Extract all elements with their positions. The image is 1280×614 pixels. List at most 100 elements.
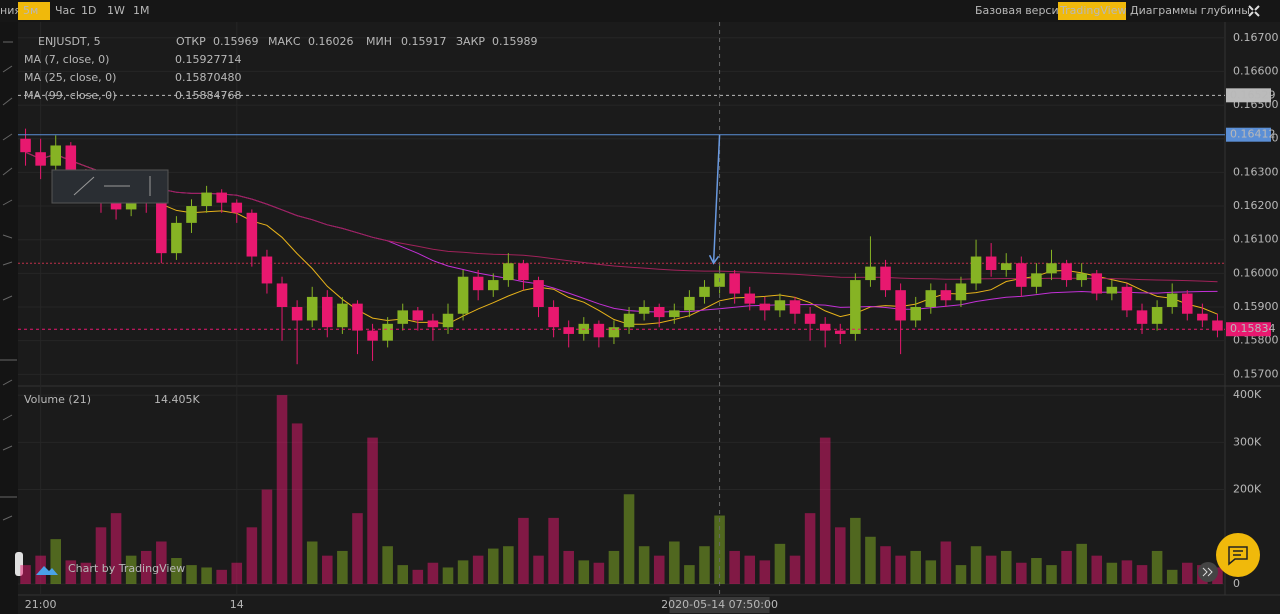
candle-body xyxy=(910,307,921,321)
candle-body xyxy=(427,320,439,328)
volume-bar xyxy=(834,527,846,584)
volume-bar xyxy=(367,437,378,584)
candle-body xyxy=(1182,293,1193,314)
candle-body xyxy=(1151,307,1163,324)
ma-name: MA (25, close, 0) xyxy=(24,71,116,84)
volume-bar xyxy=(789,555,801,584)
volume-value: 14.405K xyxy=(154,393,200,406)
candle-body xyxy=(1046,263,1057,274)
candle-body xyxy=(65,145,77,180)
volume-bar xyxy=(985,555,997,584)
candle-body xyxy=(623,313,635,328)
volume-bar xyxy=(95,527,107,584)
volume-bar xyxy=(955,565,967,584)
volume-bar xyxy=(156,541,167,584)
volume-bar xyxy=(171,558,182,584)
candle-body xyxy=(246,212,258,257)
volume-bar xyxy=(1166,569,1178,584)
ohlc-value: 0.15989 xyxy=(492,35,538,48)
interval-active xyxy=(18,2,50,20)
volume-bar xyxy=(1212,567,1223,584)
volume-bar xyxy=(65,560,77,584)
volume-bar xyxy=(216,569,227,584)
y-tick-label: 0.16600 xyxy=(1233,64,1279,77)
candle-body xyxy=(970,256,982,284)
candle-body xyxy=(412,310,424,321)
volume-bar xyxy=(306,541,318,584)
volume-bar xyxy=(623,494,635,584)
x-tick-label: 21:00 xyxy=(25,598,57,611)
ma-name: MA (7, close, 0) xyxy=(24,53,109,66)
candle-body xyxy=(653,307,665,318)
volume-bar xyxy=(744,555,756,584)
interval-button[interactable]: 5м xyxy=(23,4,38,17)
interval-button[interactable]: Час xyxy=(55,4,75,17)
price-tag xyxy=(1226,127,1271,142)
candle-body xyxy=(804,313,816,324)
candle-body xyxy=(940,290,952,301)
interval-button[interactable]: 1D xyxy=(81,4,96,17)
view-button[interactable]: Базовая версия xyxy=(975,4,1065,17)
ohlc-label: МАКС xyxy=(268,35,301,48)
volume-bar xyxy=(1016,562,1027,584)
candle-body xyxy=(216,192,227,203)
fullscreen-icon[interactable] xyxy=(1248,5,1260,17)
candle-body xyxy=(1016,263,1027,287)
candle-body xyxy=(744,293,756,304)
volume-bar xyxy=(80,562,92,584)
volume-bar xyxy=(337,550,348,584)
ma-name: MA (99, close, 0) xyxy=(24,89,116,102)
candle-body xyxy=(638,307,650,314)
interval-button[interactable]: 1M xyxy=(133,4,150,17)
ohlc-value: 0.16026 xyxy=(308,35,354,48)
volume-bar xyxy=(1091,555,1103,584)
volume-bar xyxy=(970,546,982,584)
ohlc-value: 0.15969 xyxy=(213,35,259,48)
candle-body xyxy=(110,199,122,210)
view-button[interactable]: TradingView xyxy=(1059,4,1126,17)
ohlc-label: ЗАКР xyxy=(456,35,485,48)
candle-body xyxy=(1197,313,1208,321)
volume-bar xyxy=(880,546,891,584)
watermark: Chart by TradingView xyxy=(68,562,185,575)
scroll-right-button[interactable] xyxy=(1198,562,1218,582)
volume-bar xyxy=(1076,543,1087,584)
y-tick-label: 0.15900 xyxy=(1233,300,1279,313)
candle-body xyxy=(201,192,212,207)
volume-bar xyxy=(684,565,695,584)
candle-body xyxy=(880,266,891,291)
volume-bar xyxy=(1031,558,1042,584)
candle-body xyxy=(35,152,46,166)
volume-bar xyxy=(699,546,710,584)
candle-body xyxy=(1061,263,1072,281)
volume-bar xyxy=(442,567,454,584)
candle-body xyxy=(684,296,695,311)
candle-body xyxy=(1166,293,1178,308)
candle-body xyxy=(503,263,514,281)
volume-bar xyxy=(1000,550,1012,584)
volume-bar xyxy=(20,565,31,584)
candle-body xyxy=(487,280,499,291)
y-tick-label: 0.16300 xyxy=(1233,165,1279,178)
candle-body xyxy=(774,300,786,311)
volume-bar xyxy=(412,569,424,584)
symbol: ENJUSDT, 5 xyxy=(38,35,101,48)
candle-body xyxy=(156,202,167,254)
price-tag-label: 0.16412 xyxy=(1230,128,1276,141)
interval-button[interactable]: 1W xyxy=(107,4,125,17)
candle-body xyxy=(306,296,318,321)
y-tick-label: 0.16200 xyxy=(1233,199,1279,212)
view-button[interactable]: Диаграммы глубины xyxy=(1130,4,1250,17)
volume-bar xyxy=(276,395,288,584)
volume-bar xyxy=(50,539,61,584)
candle-body xyxy=(322,296,333,328)
ohlc-label: ОТКР xyxy=(176,35,206,48)
volume-bar xyxy=(457,560,469,584)
volume-bar xyxy=(895,555,906,584)
volume-bar xyxy=(382,546,393,584)
price-tag xyxy=(1226,88,1271,103)
volume-bar xyxy=(729,550,740,584)
candle-body xyxy=(472,276,484,291)
price-tag-label: 0.16529 xyxy=(1230,88,1276,101)
candle-body xyxy=(382,323,393,341)
